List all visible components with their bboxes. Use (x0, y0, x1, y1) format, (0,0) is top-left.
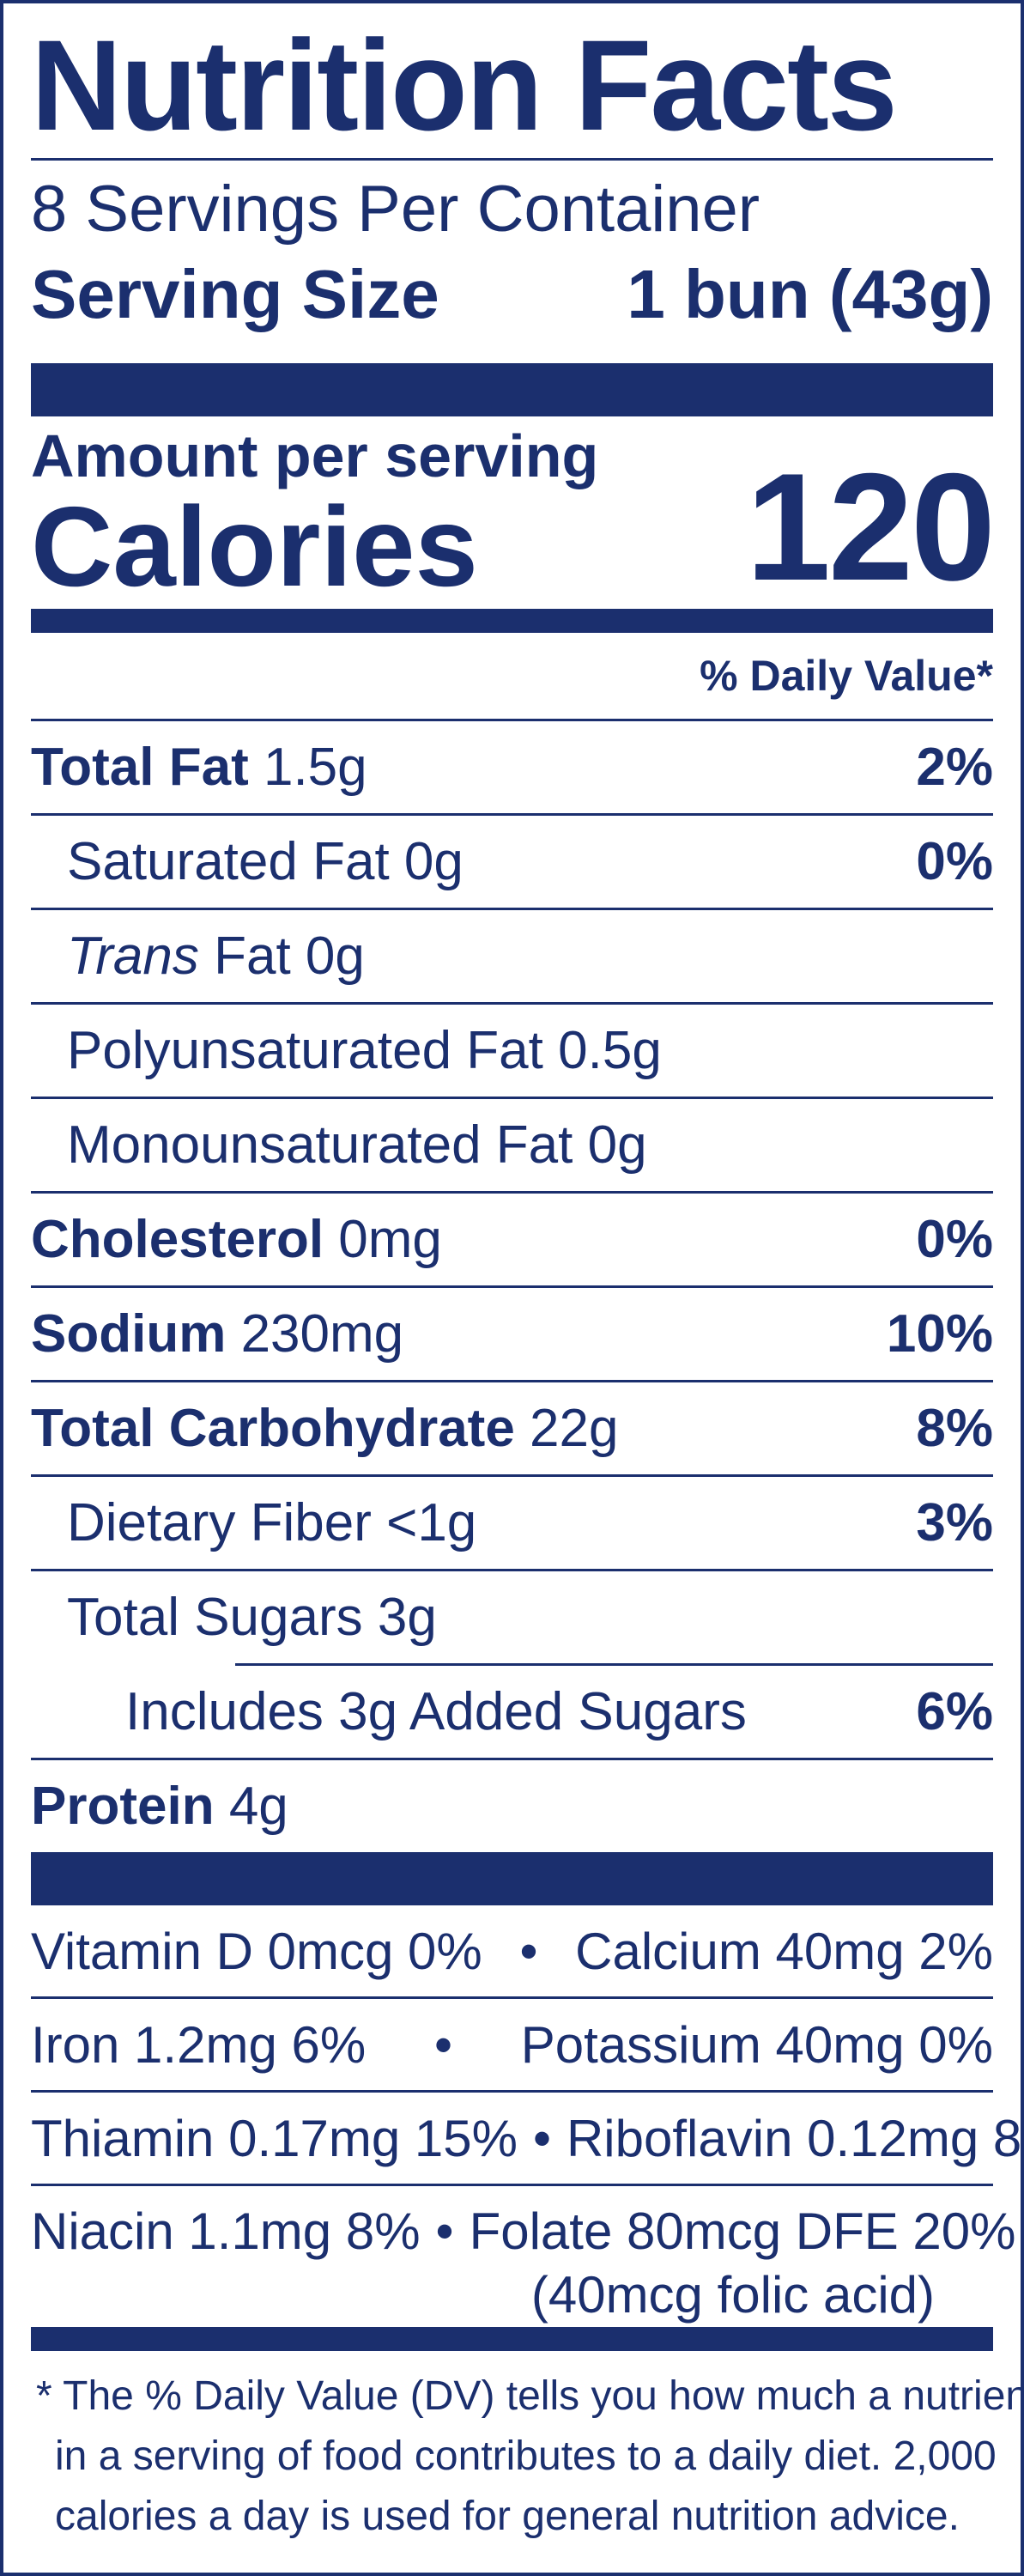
nutrient-name: Saturated Fat (67, 832, 390, 891)
divider (31, 2090, 993, 2093)
vitamin-row: Thiamin 0.17mg 15% • Riboflavin 0.12mg 8… (31, 2093, 1024, 2184)
nutrient-row-total-sugars: Total Sugars 3g (31, 1571, 993, 1663)
thick-rule-bottom (31, 2327, 993, 2351)
amount-per-serving: Amount per serving (31, 422, 599, 489)
vitamin-row-niacin-folate: Niacin 1.1mg 8% • Folate 80mcg DFE 20% (… (31, 2186, 1016, 2327)
nutrient-row-cholesterol: Cholesterol 0mg 0% (31, 1194, 993, 1285)
bullet: • (433, 2015, 452, 2074)
title-rule (31, 158, 993, 161)
vitamin-right: Folate 80mcg DFE 20% (469, 2202, 1016, 2260)
divider (31, 1380, 993, 1382)
nutrient-name: Protein (31, 1777, 215, 1836)
divider (31, 1002, 993, 1005)
nutrient-row-protein: Protein 4g (31, 1760, 993, 1852)
nutrient-row-polyunsaturated-fat: Polyunsaturated Fat 0.5g (31, 1005, 993, 1097)
footnote-line: * The % Daily Value (DV) tells you how m… (36, 2373, 1024, 2419)
nutrient-name: Polyunsaturated Fat (67, 1021, 543, 1080)
nutrient-amount: 0mg (338, 1210, 442, 1269)
nutrient-dv: 10% (886, 1304, 993, 1364)
folate-subnote: (40mcg folic acid) (530, 2266, 935, 2324)
nutrient-name: Sodium (31, 1304, 227, 1364)
nutrient-dv: 6% (916, 1682, 993, 1741)
serving-size-row: Serving Size 1 bun (43g) (31, 252, 993, 337)
nutrient-row-added-sugars: Includes 3g Added Sugars 6% (31, 1666, 993, 1758)
serving-size-value: 1 bun (43g) (627, 256, 993, 332)
daily-value-header: % Daily Value* (700, 652, 993, 700)
nutrient-row-saturated-fat: Saturated Fat 0g 0% (31, 816, 993, 908)
nutrient-name: Total Sugars (67, 1588, 363, 1647)
vitamin-right: Riboflavin 0.12mg 8% (566, 2109, 1024, 2167)
nutrient-name: Total Fat (31, 738, 249, 797)
divider (31, 1996, 993, 1999)
vitamin-right: Calcium 40mg 2% (575, 1922, 993, 1980)
nutrient-row-monounsaturated-fat: Monounsaturated Fat 0g (31, 1099, 993, 1191)
bullet: • (519, 1922, 538, 1980)
nutrient-amount: 1.5g (263, 738, 367, 797)
vitamin-left: Vitamin D 0mcg 0% (31, 1922, 482, 1980)
vitamin-left: Niacin 1.1mg 8% (31, 2202, 421, 2260)
nutrient-row-total-fat: Total Fat 1.5g 2% (31, 721, 993, 813)
nutrient-amount: Fat 0g (214, 927, 365, 986)
divider (31, 1569, 993, 1571)
label-title: Nutrition Facts (31, 13, 898, 157)
nutrient-name: Trans (67, 927, 199, 986)
bullet: • (435, 2202, 454, 2260)
nutrient-row-sodium: Sodium 230mg 10% (31, 1288, 993, 1380)
nutrient-amount: 4g (228, 1777, 288, 1836)
divider (31, 1097, 993, 1099)
vitamin-row: Iron 1.2mg 6% • Potassium 40mg 0% (31, 1999, 993, 2090)
divider (31, 1758, 993, 1760)
divider (31, 1285, 993, 1288)
nutrient-row-dietary-fiber: Dietary Fiber <1g 3% (31, 1477, 993, 1569)
footnote: * The % Daily Value (DV) tells you how m… (31, 2351, 1024, 2547)
nutrient-name: Total Carbohydrate (31, 1399, 515, 1458)
vitamin-left: Thiamin 0.17mg 15% (31, 2109, 518, 2167)
calories-block: Amount per serving Calories 120 (31, 416, 996, 612)
nutrient-name: Dietary Fiber (67, 1493, 372, 1552)
serving-size-label: Serving Size (31, 256, 439, 332)
footnote-line: in a serving of food contributes to a da… (55, 2433, 997, 2479)
nutrient-dv: 0% (916, 832, 993, 891)
calories-label: Calories (31, 483, 478, 610)
thick-rule-vitamins (31, 1852, 993, 1905)
nutrient-row-total-carbohydrate: Total Carbohydrate 22g 8% (31, 1382, 993, 1474)
nutrient-dv: 3% (916, 1493, 993, 1552)
thick-rule-top (31, 363, 993, 416)
vitamin-row: Vitamin D 0mcg 0% • Calcium 40mg 2% (31, 1905, 993, 1996)
nutrient-name: Includes 3g Added Sugars (125, 1682, 747, 1741)
nutrient-amount: 0g (403, 832, 464, 891)
divider (31, 1191, 993, 1194)
footnote-line: calories a day is used for general nutri… (55, 2494, 960, 2539)
nutrient-amount: 22g (530, 1399, 619, 1458)
divider (31, 813, 993, 816)
nutrient-amount: 230mg (240, 1304, 404, 1364)
divider (31, 908, 993, 910)
nutrient-row-trans-fat: Trans Fat 0g (31, 910, 993, 1002)
bullet: • (532, 2109, 551, 2167)
divider-indented (235, 1663, 993, 1666)
nutrient-amount: 0g (587, 1115, 647, 1175)
vitamin-left: Iron 1.2mg 6% (31, 2015, 367, 2074)
nutrient-name: Cholesterol (31, 1210, 324, 1269)
servings-per-container: 8 Servings Per Container (31, 173, 760, 246)
nutrient-amount: <1g (386, 1493, 477, 1552)
divider (31, 2184, 993, 2186)
nutrient-name: Monounsaturated Fat (67, 1115, 573, 1175)
divider (31, 719, 993, 721)
thick-rule-calories (31, 609, 993, 633)
nutrient-dv: 8% (916, 1399, 993, 1458)
nutrient-dv: 2% (916, 738, 993, 797)
nutrient-amount: 0.5g (558, 1021, 662, 1080)
nutrient-amount: 3g (377, 1588, 437, 1647)
nutrient-dv: 0% (916, 1210, 993, 1269)
calories-value: 120 (746, 441, 996, 612)
divider (31, 1474, 993, 1477)
vitamin-right: Potassium 40mg 0% (520, 2015, 993, 2074)
